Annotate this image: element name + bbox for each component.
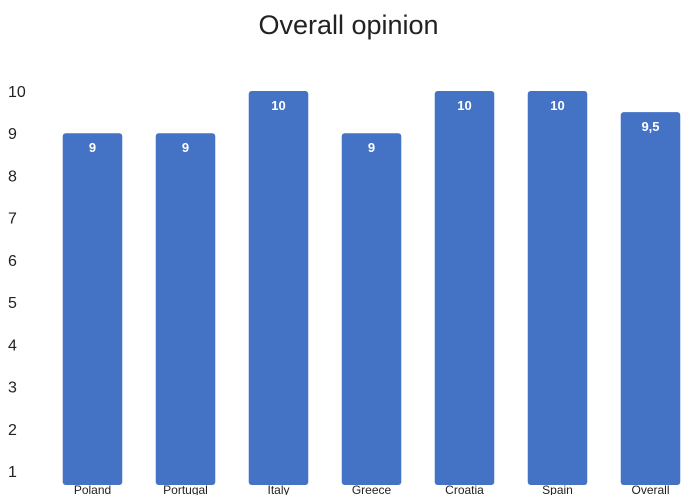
y-tick-label: 6 [8,253,17,270]
data-label: 10 [271,98,285,113]
data-label: 10 [550,98,564,113]
y-tick-label: 4 [8,337,17,354]
x-axis: Poland Portugal Italy Greece Croatia Spain Ove… [74,483,670,495]
y-tick-label: 1 [8,464,17,481]
data-label: 9 [368,140,375,155]
bar [434,91,495,485]
bar [620,112,681,485]
y-tick-label: 10 [8,84,26,101]
x-tick-label: Croatia [445,483,484,495]
y-tick-label: 9 [8,126,17,143]
data-label: 10 [457,98,471,113]
bar [341,133,402,485]
y-tick-label: 8 [8,168,17,185]
data-labels: 9 9 10 9 10 10 9,5 [89,98,660,155]
y-axis: 1 2 3 4 5 6 7 8 9 10 [8,84,26,481]
bar [155,133,216,485]
data-label: 9 [182,140,189,155]
y-tick-label: 5 [8,295,17,312]
x-tick-label: Overall [631,483,669,495]
data-label: 9,5 [641,119,659,134]
data-label: 9 [89,140,96,155]
x-tick-label: Greece [352,483,392,495]
bar [62,133,123,485]
bars [62,91,681,485]
bar [527,91,588,485]
y-tick-label: 7 [8,211,17,228]
x-tick-label: Portugal [163,483,208,495]
x-tick-label: Poland [74,483,111,495]
bar [248,91,309,485]
chart-title: Overall opinion [258,10,439,40]
x-tick-label: Italy [267,483,289,495]
y-tick-label: 3 [8,380,17,397]
x-tick-label: Spain [542,483,573,495]
y-tick-label: 2 [8,422,17,439]
